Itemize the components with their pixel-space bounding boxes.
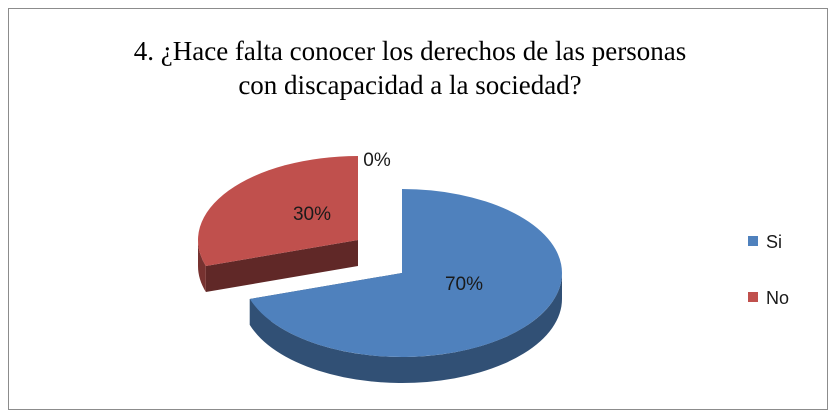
legend-swatch-no	[748, 292, 758, 302]
chart-title-line-2: con discapacidad a la sociedad?	[238, 70, 582, 100]
legend-label-si: Si	[766, 232, 782, 252]
chart-title: 4. ¿Hace falta conocer los derechos de l…	[100, 34, 720, 102]
data-label-zero: 0%	[363, 150, 391, 171]
pie-slices	[198, 156, 563, 383]
pie-slice-si	[249, 189, 563, 383]
legend-label-no: No	[766, 288, 789, 308]
pie-slice-no	[198, 156, 358, 292]
legend-swatch-si	[748, 236, 758, 246]
data-label-si: 70%	[445, 274, 483, 295]
data-label-no: 30%	[293, 204, 331, 225]
legend: Si No	[748, 232, 789, 308]
chart-title-line-1: 4. ¿Hace falta conocer los derechos de l…	[133, 36, 687, 66]
